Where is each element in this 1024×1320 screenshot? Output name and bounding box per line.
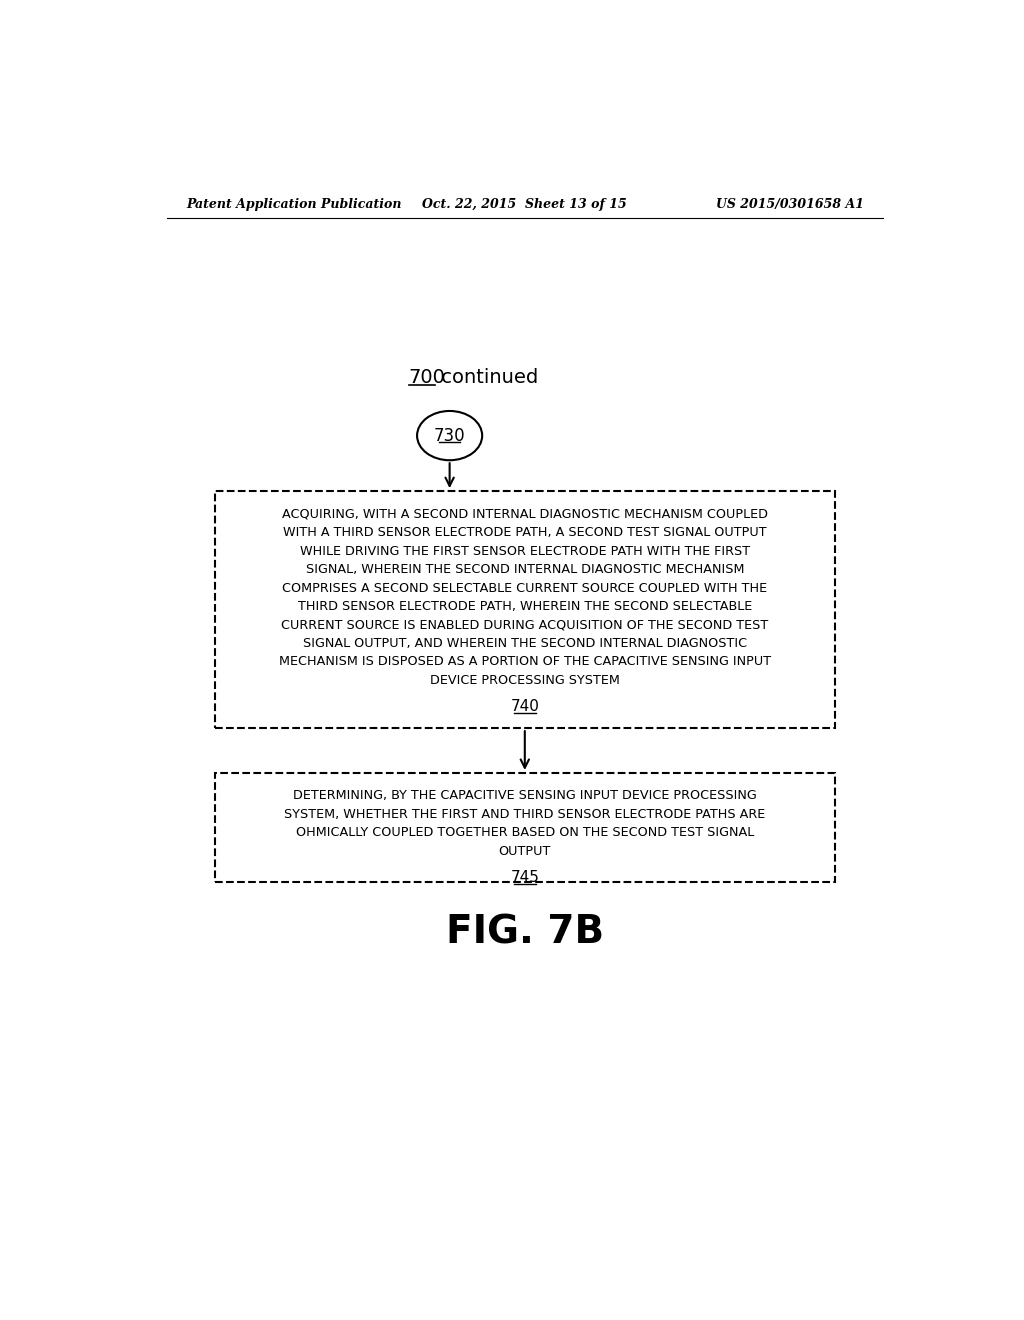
Bar	[215, 774, 835, 882]
Text: DETERMINING, BY THE CAPACITIVE SENSING INPUT DEVICE PROCESSING: DETERMINING, BY THE CAPACITIVE SENSING I…	[293, 789, 757, 803]
Text: SYSTEM, WHETHER THE FIRST AND THIRD SENSOR ELECTRODE PATHS ARE: SYSTEM, WHETHER THE FIRST AND THIRD SENS…	[285, 808, 765, 821]
Text: SIGNAL, WHEREIN THE SECOND INTERNAL DIAGNOSTIC MECHANISM: SIGNAL, WHEREIN THE SECOND INTERNAL DIAG…	[305, 564, 744, 576]
Text: US 2015/0301658 A1: US 2015/0301658 A1	[716, 198, 864, 211]
Text: THIRD SENSOR ELECTRODE PATH, WHEREIN THE SECOND SELECTABLE: THIRD SENSOR ELECTRODE PATH, WHEREIN THE…	[298, 601, 752, 612]
Text: CURRENT SOURCE IS ENABLED DURING ACQUISITION OF THE SECOND TEST: CURRENT SOURCE IS ENABLED DURING ACQUISI…	[282, 619, 768, 631]
Text: WHILE DRIVING THE FIRST SENSOR ELECTRODE PATH WITH THE FIRST: WHILE DRIVING THE FIRST SENSOR ELECTRODE…	[300, 545, 750, 557]
Text: SIGNAL OUTPUT, AND WHEREIN THE SECOND INTERNAL DIAGNOSTIC: SIGNAL OUTPUT, AND WHEREIN THE SECOND IN…	[303, 638, 746, 649]
Text: OUTPUT: OUTPUT	[499, 845, 551, 858]
Text: 730: 730	[434, 426, 466, 445]
Text: Patent Application Publication: Patent Application Publication	[186, 198, 401, 211]
Text: 740: 740	[510, 700, 540, 714]
Text: continued: continued	[435, 368, 539, 387]
Text: Oct. 22, 2015  Sheet 13 of 15: Oct. 22, 2015 Sheet 13 of 15	[423, 198, 627, 211]
Bar	[215, 491, 835, 729]
Text: 745: 745	[510, 870, 540, 886]
Text: 700: 700	[409, 368, 445, 387]
Text: ACQUIRING, WITH A SECOND INTERNAL DIAGNOSTIC MECHANISM COUPLED: ACQUIRING, WITH A SECOND INTERNAL DIAGNO…	[282, 508, 768, 520]
Text: WITH A THIRD SENSOR ELECTRODE PATH, A SECOND TEST SIGNAL OUTPUT: WITH A THIRD SENSOR ELECTRODE PATH, A SE…	[283, 527, 767, 539]
Text: OHMICALLY COUPLED TOGETHER BASED ON THE SECOND TEST SIGNAL: OHMICALLY COUPLED TOGETHER BASED ON THE …	[296, 826, 754, 840]
Text: FIG. 7B: FIG. 7B	[445, 913, 604, 952]
Text: DEVICE PROCESSING SYSTEM: DEVICE PROCESSING SYSTEM	[430, 675, 620, 686]
Text: COMPRISES A SECOND SELECTABLE CURRENT SOURCE COUPLED WITH THE: COMPRISES A SECOND SELECTABLE CURRENT SO…	[283, 582, 767, 594]
Text: MECHANISM IS DISPOSED AS A PORTION OF THE CAPACITIVE SENSING INPUT: MECHANISM IS DISPOSED AS A PORTION OF TH…	[279, 656, 771, 668]
